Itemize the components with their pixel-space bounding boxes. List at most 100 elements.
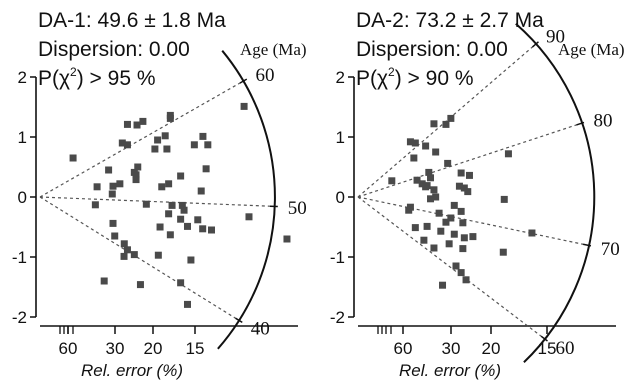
header-summary: DA-1: 49.6 ± 1.8 Ma [38, 9, 226, 32]
data-point [165, 210, 173, 218]
data-point [427, 195, 435, 203]
x-tick-label: 15 [186, 339, 205, 358]
data-point [442, 218, 450, 226]
age-tick [582, 243, 592, 247]
probability-prefix: P(χ [356, 67, 388, 90]
y-tick-label: 1 [336, 128, 345, 147]
x-axis-label: Rel. error (%) [399, 361, 501, 380]
x-tick-label: 30 [442, 339, 461, 358]
data-point [139, 117, 147, 125]
age-axis-label: Age (Ma) [558, 40, 625, 59]
header-dispersion: Dispersion: 0.00 [38, 38, 190, 61]
data-point [168, 201, 176, 209]
age-tick [239, 78, 248, 84]
age-tick-label: 40 [251, 319, 270, 340]
data-point [442, 120, 450, 128]
header-summary: DA-2: 73.2 ± 2.7 Ma [356, 9, 544, 32]
data-point [430, 244, 438, 252]
probability-superscript: 2 [70, 65, 77, 79]
x-tick-label: 60 [59, 339, 78, 358]
data-point [91, 201, 99, 209]
age-tick [576, 121, 585, 126]
data-point [109, 219, 117, 227]
data-point [123, 120, 131, 128]
data-point [118, 139, 126, 147]
data-point [136, 281, 144, 289]
age-ray [357, 196, 542, 337]
data-point [105, 166, 113, 174]
data-point [183, 300, 191, 308]
data-point [455, 182, 463, 190]
age-tick-label: 90 [546, 26, 565, 47]
header-probability: P(χ2) > 95 % [38, 65, 156, 90]
data-point [388, 177, 396, 185]
y-tick-label: -1 [12, 248, 27, 267]
data-point [528, 229, 536, 237]
probability-prefix: P(χ [38, 67, 70, 90]
y-tick-label: -1 [330, 248, 345, 267]
data-point [197, 187, 205, 195]
x-tick-label: 30 [106, 339, 125, 358]
data-point [410, 154, 418, 162]
age-tick-label: 50 [288, 198, 307, 219]
x-axis-label: Rel. error (%) [81, 361, 183, 380]
data-point [430, 186, 438, 194]
data-point [457, 169, 465, 177]
header-probability: P(χ2) > 90 % [356, 65, 474, 90]
data-point [411, 224, 419, 232]
data-point [151, 145, 159, 153]
data-point [132, 171, 140, 179]
data-point [459, 245, 467, 253]
age-tick-label: 60 [555, 338, 574, 359]
probability-superscript: 2 [388, 65, 395, 79]
data-point [406, 203, 414, 211]
data-point [178, 201, 186, 209]
data-point [425, 168, 433, 176]
data-point [445, 240, 453, 248]
data-point [100, 277, 108, 285]
probability-suffix: ) > 90 % [395, 67, 474, 90]
data-point [183, 222, 191, 230]
data-point [158, 183, 166, 191]
age-arc [217, 50, 276, 350]
probability-suffix: ) > 95 % [77, 67, 156, 90]
data-point [450, 201, 458, 209]
data-point [163, 145, 171, 153]
data-point [406, 138, 414, 146]
data-point [450, 230, 458, 238]
y-tick-label: 1 [18, 128, 27, 147]
data-point [500, 195, 508, 203]
y-tick-label: -2 [12, 308, 27, 327]
y-tick-label: 2 [336, 68, 345, 87]
data-point [240, 102, 248, 110]
age-tick-label: 70 [601, 239, 620, 260]
data-point [430, 120, 438, 128]
y-tick-label: 2 [18, 68, 27, 87]
data-point [457, 269, 465, 277]
data-point [132, 176, 140, 184]
data-point [69, 154, 77, 162]
data-point [161, 132, 169, 140]
data-point [202, 165, 210, 173]
data-point [177, 279, 185, 287]
data-point [123, 246, 131, 254]
data-point [134, 163, 142, 171]
data-point [120, 240, 128, 248]
data-point [460, 184, 468, 192]
data-point [142, 200, 150, 208]
data-point [465, 171, 473, 179]
data-point [130, 251, 138, 259]
header-dispersion: Dispersion: 0.00 [356, 38, 508, 61]
data-point [199, 225, 207, 233]
age-tick [531, 41, 539, 48]
data-point [154, 136, 162, 144]
data-point [120, 252, 128, 260]
data-point [447, 214, 455, 222]
data-point [444, 159, 452, 167]
data-point [166, 114, 174, 122]
data-point [245, 213, 253, 221]
age-arc [515, 22, 596, 364]
age-ray [357, 124, 577, 198]
